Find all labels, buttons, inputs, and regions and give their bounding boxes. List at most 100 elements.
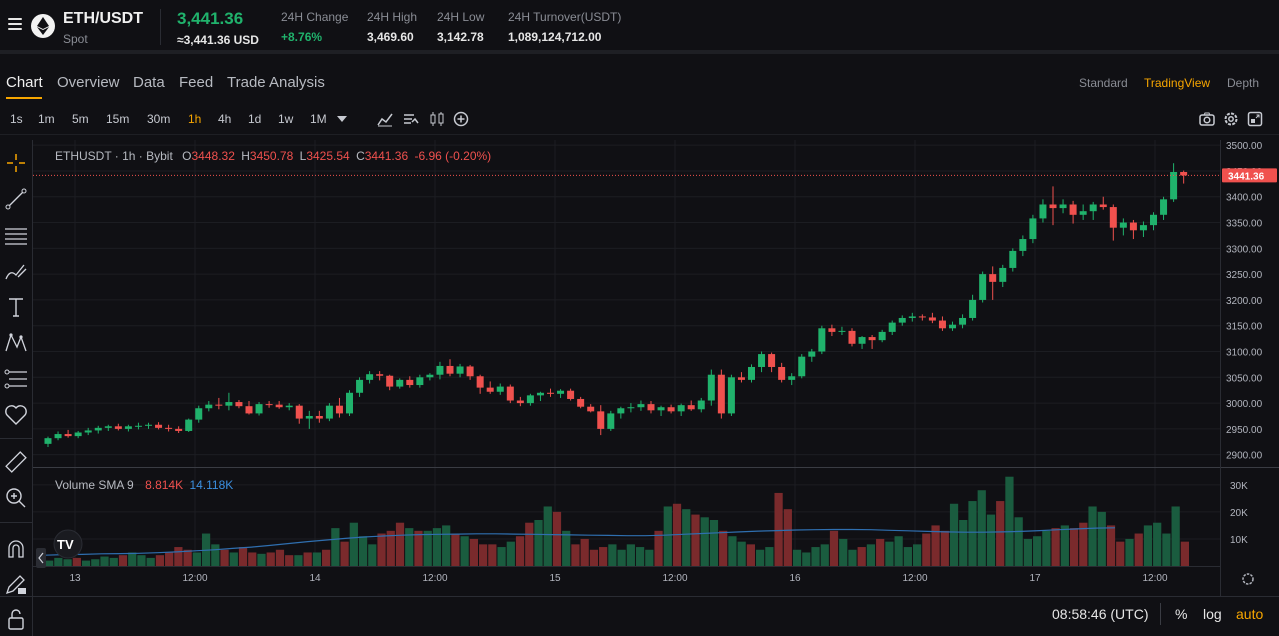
candle-body [104,426,112,428]
interval-1m[interactable]: 1m [38,112,55,126]
stat-value: +8.76% [281,30,323,44]
tab-trade-analysis[interactable]: Trade Analysis [227,74,325,91]
magnet-icon[interactable] [4,537,28,561]
interval-4h[interactable]: 4h [218,112,232,126]
volume-axis-label: 30K [1230,481,1248,492]
horizontal-lines-icon[interactable] [4,223,28,247]
chart-bottom-bar: 08:58:46 (UTC) % log auto [0,596,1279,636]
last-price: 3,441.36 [177,9,244,28]
volume-bar [922,533,931,566]
tab-chart[interactable]: Chart [6,74,43,91]
price-axis-label: 3300.00 [1226,244,1263,255]
volume-bar [395,522,405,566]
stat-value: 3,142.78 [437,30,484,44]
pattern-icon[interactable] [4,331,28,355]
percent-scale-toggle[interactable]: % [1175,606,1188,622]
candle-body [446,365,454,374]
indicators-icon[interactable] [403,111,419,127]
candle-body [597,411,605,429]
interval-1w[interactable]: 1w [278,112,294,126]
interval-30m[interactable]: 30m [147,112,171,126]
interval-dropdown-icon[interactable] [337,115,347,123]
candle-body [778,366,786,380]
candle-body [828,328,836,332]
candle-body [456,366,464,374]
candle-body [54,434,62,439]
draw-lock-icon[interactable] [4,572,28,596]
crosshair-icon[interactable] [4,151,28,175]
volume-bar [211,544,220,566]
interval-5m[interactable]: 5m [72,112,89,126]
view-tradingview[interactable]: TradingView [1144,76,1211,90]
camera-icon[interactable] [1199,111,1215,127]
volume-bar [792,549,802,566]
volume-bar [663,506,672,566]
legend-close-label: C [356,149,365,163]
candle-body [356,379,364,393]
content-tabs: Chart Overview Data Feed Trade Analysis [0,62,1279,102]
volume-bar [986,514,996,566]
view-depth[interactable]: Depth [1227,76,1260,90]
zoom-in-icon[interactable] [4,486,28,510]
candle-type-icon[interactable] [429,111,445,127]
volume-bar [1162,533,1171,566]
candle-body [426,374,434,378]
sma-path [44,527,1116,556]
ruler-icon[interactable] [4,450,28,474]
volume-bar [700,517,709,566]
fullscreen-icon[interactable] [1247,111,1263,127]
volume-bar [949,503,959,566]
log-scale-toggle[interactable]: log [1203,606,1222,622]
auto-scale-toggle[interactable]: auto [1236,606,1264,622]
tab-overview[interactable]: Overview [57,74,120,91]
lock-icon[interactable] [4,607,28,631]
volume-bar [81,560,91,566]
brush-icon[interactable] [4,259,28,283]
interval-1d[interactable]: 1d [248,112,262,126]
candle-body [938,320,946,329]
trend-line-icon[interactable] [4,187,28,211]
tab-feed[interactable]: Feed [179,74,214,91]
pair-name[interactable]: ETH/USDT [63,10,143,27]
menu-icon[interactable] [8,18,22,30]
volume-bar [275,549,285,566]
candle-body [74,432,82,437]
volume-bar [599,547,608,566]
volume-bar [478,544,488,566]
favorite-heart-icon[interactable] [4,403,28,427]
volume-bar [432,528,442,566]
view-standard[interactable]: Standard [1079,76,1128,90]
volume-bar [460,536,469,566]
tool-divider [0,522,33,523]
interval-1s[interactable]: 1s [10,112,23,126]
volume-bar [534,520,543,566]
candle-body [376,374,384,376]
interval-1M[interactable]: 1M [310,112,327,126]
candle-body [607,413,615,429]
volume-bar [1051,528,1060,566]
time-axis-label: 14 [309,573,321,584]
indicator-line-icon[interactable] [377,111,393,127]
candle-body [386,375,394,387]
tradingview-logo-icon: TV [57,537,74,552]
volume-bar [442,525,451,566]
utc-clock[interactable]: 08:58:46 (UTC) [1052,606,1149,622]
volume-bar [866,544,876,566]
volume-bar [322,549,331,566]
candle-body [245,406,253,414]
add-indicator-icon[interactable] [453,111,469,127]
candle-body [1170,171,1178,200]
volume-bar [192,552,201,566]
fib-retracement-icon[interactable] [4,367,28,391]
candle-body [1009,250,1017,268]
settings-gear-icon[interactable] [1223,111,1239,127]
candle-body [657,407,665,411]
text-tool-icon[interactable] [4,295,28,319]
volume-bar [1023,538,1033,566]
interval-15m[interactable]: 15m [106,112,130,126]
candle-body [1150,214,1157,226]
tab-data[interactable]: Data [133,74,165,91]
candle-body [1089,204,1097,212]
price-chart[interactable]: 3500.003450.003400.003350.003300.003250.… [33,140,1279,596]
interval-1h[interactable]: 1h [188,112,202,126]
